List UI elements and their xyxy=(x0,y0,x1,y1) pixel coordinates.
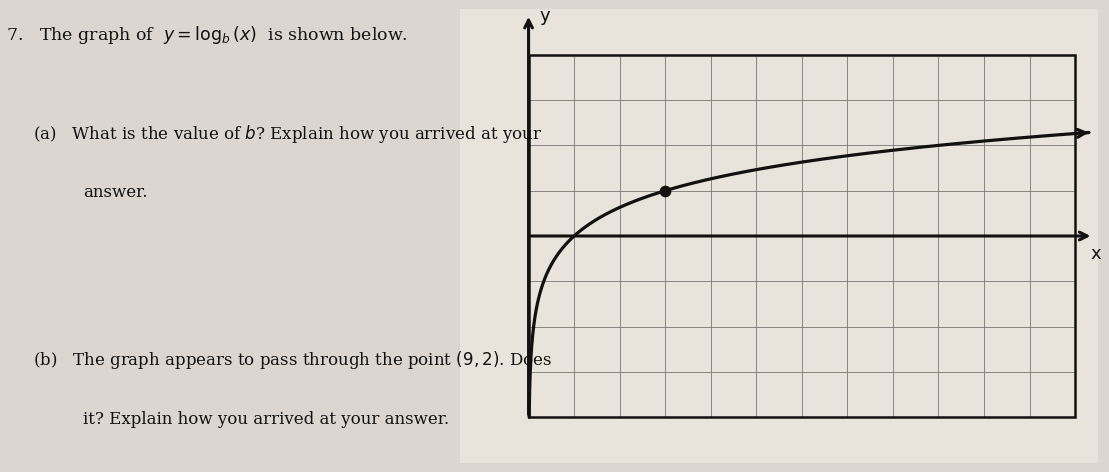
Bar xyxy=(529,55,1075,417)
Text: (a)   What is the value of $b$? Explain how you arrived at your: (a) What is the value of $b$? Explain ho… xyxy=(33,123,542,145)
Text: y: y xyxy=(539,7,550,25)
Text: (b)   The graph appears to pass through the point $(9, 2)$. Does: (b) The graph appears to pass through th… xyxy=(33,349,552,371)
Text: 7.   The graph of  $y = \log_b(x)$  is shown below.: 7. The graph of $y = \log_b(x)$ is shown… xyxy=(6,24,407,46)
Text: it? Explain how you arrived at your answer.: it? Explain how you arrived at your answ… xyxy=(83,411,449,428)
Text: x: x xyxy=(1090,245,1101,263)
Point xyxy=(657,187,674,194)
Text: answer.: answer. xyxy=(83,184,147,201)
